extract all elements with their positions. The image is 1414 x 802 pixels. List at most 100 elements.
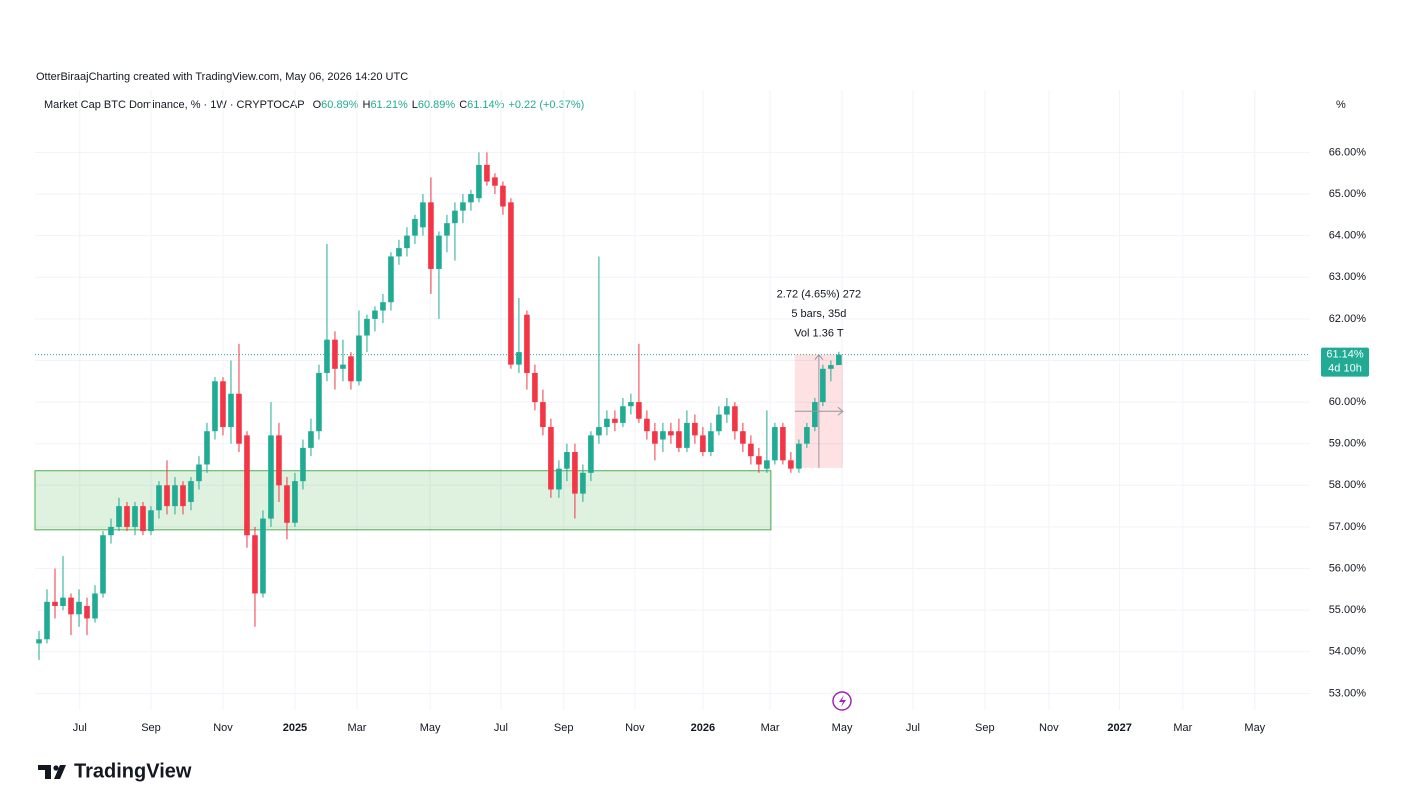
measure-label: 2.72 (4.65%) 272 [777,289,861,301]
candle-body [452,210,458,224]
candle-body [516,352,522,365]
candle-body [460,202,466,211]
candle-body [548,427,554,490]
attribution: OtterBiraajCharting created with Trading… [36,71,408,83]
candle-body [148,510,154,532]
candle-body [36,639,42,644]
measure-arrow-head [837,406,844,416]
logo: TradingView [38,760,192,782]
candle-body [556,468,562,490]
y-tick-label: 65.00% [1329,188,1367,200]
candle-body [388,256,394,303]
candle-body [700,435,706,453]
candle-body [636,402,642,419]
logo-dot [53,765,59,771]
candle-body [380,302,386,311]
x-tick-label: Nov [213,722,233,734]
candle-body [284,485,290,523]
candle-body [788,460,794,469]
measure-arrow-head [814,353,824,360]
candle-body [780,427,786,461]
plot: 2.72 (4.65%) 272 5 bars, 35d Vol 1.36 T [34,90,1310,710]
candle-body [324,339,330,373]
candle-body [436,235,442,269]
candle-body [572,452,578,494]
candle-body [356,335,362,382]
x-tick-label: Mar [347,722,366,734]
candle-body [756,456,762,465]
candle-body [92,593,98,619]
candle-body [628,402,634,407]
candle-body [524,314,530,373]
x-tick-label: 2026 [691,722,715,734]
candle-body [796,443,802,469]
y-tick-label: 53.00% [1329,687,1367,699]
candle-body [164,485,170,507]
series-title: Market Cap BTC Dominance, % · 1W · CRYPT… [44,99,305,111]
candle-body [204,431,210,465]
change: +0.22 (+0.37%) [508,99,584,111]
x-tick-label: Sep [141,722,161,734]
y-tick-label: 55.00% [1329,604,1367,616]
measure-label: Vol 1.36 T [794,328,844,340]
x-tick-label: Nov [625,722,645,734]
candle-body [372,310,378,319]
ohlc-value: 61.14% [467,99,505,111]
x-tick-label: Jul [906,722,920,734]
candle-body [668,431,674,436]
candle-body [140,506,146,532]
ohlc-key: O [313,99,322,111]
candle-body [212,381,218,432]
last-price-label: 61.14% [1326,349,1364,361]
candle-body [116,506,122,527]
candle-body [348,356,354,382]
candle-body [340,364,346,369]
candle-body [748,443,754,457]
candle-body [708,431,714,453]
candle-body [596,427,602,436]
candle-body [404,235,410,249]
candle-body [644,418,650,432]
x-tick-label: Mar [761,722,780,734]
candle-body [660,431,666,440]
ohlc-value: 61.21% [370,99,408,111]
candle-body [172,485,178,507]
x-tick-label: 2027 [1107,722,1131,734]
candle-body [764,460,770,469]
candle-body [300,447,306,482]
legend: Market Cap BTC Dominance, % · 1W · CRYPT… [44,99,584,111]
x-tick-label: Sep [975,722,995,734]
candle-body [740,431,746,444]
candle-body [100,535,106,594]
candle-body [236,393,242,444]
candle-body [52,601,58,606]
ohlc-value: 60.89% [418,99,456,111]
candle-body [308,431,314,448]
candle-body [820,368,826,403]
candle-body [196,464,202,482]
candle-body [500,185,506,207]
y-tick-label: 64.00% [1329,230,1367,242]
candle-body [804,427,810,444]
y-tick-label: 57.00% [1329,521,1367,533]
candle-body [540,402,546,428]
candle-body [68,597,74,615]
candle-body [620,406,626,423]
candle-body [772,427,778,461]
candle-body [716,414,722,432]
candle-body [332,339,338,369]
x-tick-label: Jul [73,722,87,734]
x-tick-label: Mar [1173,722,1192,734]
candle-body [468,194,474,203]
candle-body [444,223,450,236]
candle-body [76,601,82,615]
candle-body [604,418,610,428]
candle-body [244,435,250,536]
candle-body [588,435,594,473]
candle-body [260,518,266,594]
candle-body [476,164,482,199]
axis-unit: % [1336,99,1346,111]
candle-body [220,381,226,428]
candle-body [188,481,194,502]
